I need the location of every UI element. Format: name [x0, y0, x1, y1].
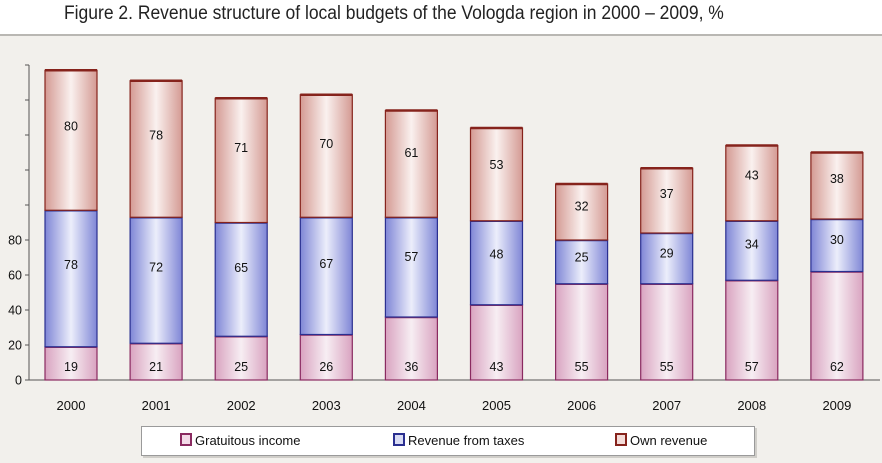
data-label-gratuitous-2003: 26	[319, 360, 333, 374]
bar-segment-own-2004	[384, 109, 438, 218]
x-tick-label: 2007	[652, 398, 681, 413]
bar-segment-gratuitous-2006	[554, 283, 609, 381]
data-label-own-2009: 38	[830, 172, 844, 186]
bar-segment-taxes-2003	[299, 216, 353, 336]
bar-segment-own-2009	[810, 151, 864, 220]
legend-swatch-gratuitous	[180, 433, 192, 446]
data-label-gratuitous-2006: 55	[575, 360, 589, 374]
data-label-taxes-2001: 72	[149, 261, 163, 275]
legend-item-taxes: Revenue from taxes	[393, 433, 524, 449]
x-tick-label: 2000	[57, 398, 86, 413]
bar-segment-own-2006	[554, 183, 609, 241]
data-label-taxes-2007: 29	[660, 246, 674, 260]
bar-segment-gratuitous-2005	[469, 304, 524, 381]
data-label-taxes-2009: 30	[830, 233, 844, 247]
data-label-taxes-2006: 25	[575, 251, 589, 265]
bar-segment-own-2001	[129, 80, 183, 218]
x-tick-label: 2009	[822, 398, 851, 413]
data-label-own-2005: 53	[490, 158, 504, 172]
data-label-own-2001: 78	[149, 128, 163, 142]
data-label-taxes-2004: 57	[404, 250, 418, 264]
data-label-taxes-2005: 48	[490, 247, 504, 261]
legend: Gratuitous income Revenue from taxes Own…	[141, 426, 755, 456]
x-tick-label: 2001	[142, 398, 171, 413]
x-tick-label: 2003	[312, 398, 341, 413]
bar-segment-taxes-2000	[44, 209, 98, 348]
x-tick-label: 2004	[397, 398, 426, 413]
data-label-own-2002: 71	[234, 141, 248, 155]
data-label-own-2007: 37	[660, 187, 674, 201]
y-tick-label: 40	[8, 304, 22, 318]
bar-segment-gratuitous-2009	[810, 270, 864, 381]
data-label-own-2004: 61	[404, 146, 418, 160]
data-label-gratuitous-2000: 19	[64, 360, 78, 374]
bar-segment-gratuitous-2000	[44, 346, 98, 381]
legend-swatch-taxes	[393, 433, 405, 446]
data-label-gratuitous-2007: 55	[660, 360, 674, 374]
data-label-gratuitous-2002: 25	[234, 360, 248, 374]
bar-segment-own-2002	[214, 97, 268, 224]
bar-segment-own-2008	[725, 144, 779, 222]
bar-segment-taxes-2001	[129, 216, 183, 344]
stacked-bar-chart: 0 20 40 60 80 19 78 80 21 72 78 25 65 71 26 67 70 36 57 61…	[8, 64, 880, 413]
data-label-own-2000: 80	[64, 119, 78, 133]
bar-segment-taxes-2004	[384, 216, 438, 318]
data-label-gratuitous-2005: 43	[490, 360, 504, 374]
x-tick-label: 2005	[482, 398, 511, 413]
bar-segment-gratuitous-2007	[640, 283, 694, 381]
legend-label-gratuitous: Gratuitous income	[195, 433, 301, 448]
data-label-gratuitous-2008: 57	[745, 360, 759, 374]
legend-item-own: Own revenue	[615, 433, 707, 449]
y-tick-label: 0	[15, 374, 22, 388]
data-label-gratuitous-2009: 62	[830, 360, 844, 374]
bar-segment-own-2007	[640, 167, 694, 234]
data-label-taxes-2008: 34	[745, 238, 759, 252]
bar-segment-taxes-2007	[640, 232, 694, 285]
data-label-taxes-2000: 78	[64, 258, 78, 272]
bar-segment-own-2003	[299, 94, 353, 218]
bar-segment-taxes-2008	[725, 220, 779, 281]
data-label-taxes-2003: 67	[319, 257, 333, 271]
data-label-own-2008: 43	[745, 169, 759, 183]
bar-segment-taxes-2006	[554, 239, 609, 285]
bar-segment-own-2005	[469, 127, 524, 222]
y-tick-label: 80	[8, 234, 22, 248]
legend-label-taxes: Revenue from taxes	[408, 433, 525, 448]
title-bar: Figure 2. Revenue structure of local bud…	[0, 0, 882, 36]
bar-segment-taxes-2002	[214, 221, 268, 337]
x-tick-label: 2006	[567, 398, 596, 413]
data-label-own-2003: 70	[319, 137, 333, 151]
y-tick-label: 60	[8, 269, 22, 283]
data-label-gratuitous-2004: 36	[404, 360, 418, 374]
x-tick-label: 2008	[737, 398, 766, 413]
legend-item-gratuitous: Gratuitous income	[180, 433, 301, 449]
data-label-taxes-2002: 65	[234, 261, 248, 275]
bar-segment-taxes-2005	[469, 220, 524, 306]
x-tick-label: 2002	[227, 398, 256, 413]
legend-label-own: Own revenue	[630, 433, 708, 448]
data-label-gratuitous-2001: 21	[149, 360, 163, 374]
chart-title: Figure 2. Revenue structure of local bud…	[64, 3, 724, 24]
y-tick-label: 20	[8, 339, 22, 353]
legend-swatch-own	[615, 433, 627, 446]
data-label-own-2006: 32	[575, 199, 589, 213]
bar-segment-own-2000	[44, 69, 98, 211]
